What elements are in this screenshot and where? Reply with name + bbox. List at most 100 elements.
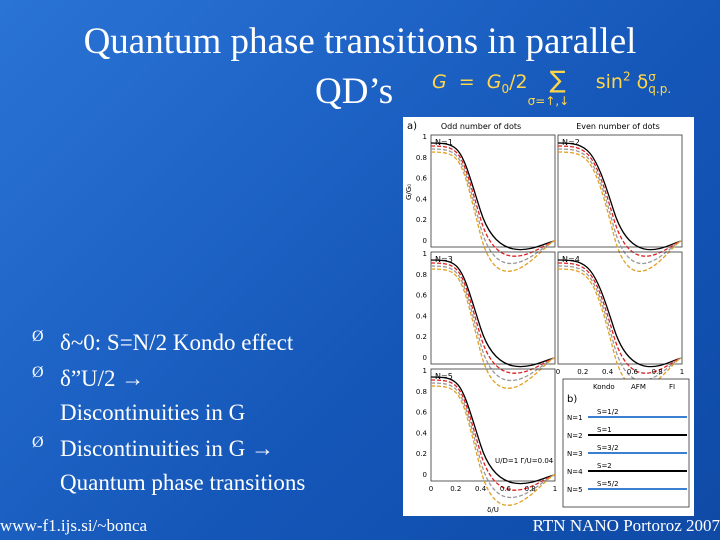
bullet-body: δ~0: S=N/2 Kondo effect — [60, 326, 293, 360]
curve — [557, 268, 683, 389]
x-tick-label: 0.2 — [577, 368, 588, 376]
curve — [557, 142, 683, 251]
formula-part: σ — [648, 69, 656, 84]
curve — [430, 262, 556, 374]
panel-frame — [430, 251, 556, 365]
bullet-line: δ~0: S=N/2 Kondo effect — [60, 330, 294, 355]
y-tick-label: 1 — [423, 367, 427, 375]
curve — [557, 259, 683, 368]
table-row: N=2 — [567, 432, 583, 440]
panel-frame — [557, 134, 683, 248]
title: QD’s — [315, 71, 394, 112]
x-tick-label: 0.4 — [475, 485, 487, 493]
curve — [430, 148, 556, 265]
column-title: Odd number of dots — [441, 122, 521, 131]
formula-part: sin — [595, 71, 623, 93]
bullet-line: Quantum phase transitions — [60, 470, 306, 495]
bullet-marker: Ø — [32, 328, 44, 345]
spin-label: S=1 — [597, 426, 612, 434]
y-tick-label: 0.8 — [416, 154, 427, 162]
y-tick-label: 0 — [423, 471, 427, 479]
bullet: Ø Discontinuities in G → Quantum phase tra… — [32, 432, 305, 500]
table-header: AFM — [631, 383, 646, 391]
y-tick-label: 0.4 — [416, 312, 428, 320]
spin-label: S=3/2 — [597, 444, 619, 452]
curve — [430, 145, 556, 257]
curve — [557, 145, 683, 257]
formula-part: /2 — [509, 71, 528, 93]
axis-label: δ/U — [487, 506, 499, 514]
panel-name: N=4 — [562, 255, 580, 264]
formula-part: σ=↑,↓ — [527, 94, 570, 108]
y-tick-label: 0.2 — [416, 333, 427, 341]
title: Quantum phase transitions in parallel — [83, 21, 637, 62]
y-tick-label: 0.6 — [416, 409, 428, 417]
spin-label: S=1/2 — [597, 408, 619, 416]
table-header: Kondo — [593, 383, 615, 391]
x-tick-label: 0 — [429, 485, 433, 493]
y-tick-label: 0.6 — [416, 175, 428, 183]
bullet-body: δ”U/2 → Discontinuities in G — [60, 362, 245, 430]
y-tick-label: 0 — [423, 237, 427, 245]
panel-name: N=1 — [435, 138, 453, 147]
x-tick-label: 0.8 — [525, 485, 536, 493]
curve — [557, 151, 683, 272]
formula: G = G0/2 ∑ σ=↑,↓ sin2 δ σ q.p. — [432, 66, 671, 108]
table-frame — [562, 378, 690, 508]
x-tick-label: 0.4 — [602, 368, 614, 376]
curve — [430, 259, 556, 368]
footer-left: www-f1.ijs.si/~bonca — [0, 516, 148, 535]
bullet-line: Discontinuities in G — [60, 400, 246, 425]
curve — [557, 265, 683, 382]
spin-label: S=5/2 — [597, 480, 619, 488]
panel-label: b) — [567, 394, 577, 405]
curve — [430, 142, 556, 251]
figure: a) Odd number of dots Even number of dots N… — [403, 117, 694, 516]
curve — [430, 151, 556, 272]
y-tick-label: 0.8 — [416, 388, 427, 396]
bullet-body: Discontinuities in G → Quantum phase tran… — [60, 432, 305, 500]
x-tick-label: 0.2 — [450, 485, 461, 493]
y-tick-label: 0.4 — [416, 429, 428, 437]
panel-name: N=5 — [435, 372, 453, 381]
formula-part: = — [458, 71, 475, 93]
table-row: N=3 — [567, 450, 583, 458]
x-tick-label: 0.6 — [500, 485, 512, 493]
formula-part: δ — [636, 71, 649, 93]
x-tick-label: 1 — [680, 368, 684, 376]
panel-name: N=2 — [562, 138, 580, 147]
axis-label: G/G₀ — [405, 184, 413, 200]
panel-name: N=3 — [435, 255, 453, 264]
formula-part: ∑ — [549, 66, 566, 94]
curve — [430, 376, 556, 485]
curve — [557, 262, 683, 374]
x-tick-label: 0 — [556, 368, 560, 376]
table-row: N=4 — [567, 468, 583, 476]
formula-part: G — [486, 71, 502, 93]
panel-frame — [430, 368, 556, 482]
curve — [430, 268, 556, 389]
x-tick-label: 0.6 — [627, 368, 639, 376]
y-tick-label: 0.4 — [416, 195, 428, 203]
formula-part: G — [432, 71, 447, 93]
table-row: N=5 — [567, 486, 583, 494]
spin-label: S=2 — [597, 462, 612, 470]
bullet-line: Discontinuities in G → — [60, 436, 275, 461]
y-tick-label: 1 — [423, 133, 427, 141]
panel-label: a) — [407, 121, 417, 132]
annotation: U/D=1 Γ/U=0.04 — [495, 457, 554, 465]
bullet-line: δ”U/2 → — [60, 366, 145, 391]
y-tick-label: 0.6 — [416, 292, 428, 300]
bullet-marker: Ø — [32, 434, 44, 451]
y-tick-label: 1 — [423, 250, 427, 258]
panel-frame — [430, 134, 556, 248]
x-tick-label: 1 — [553, 485, 557, 493]
curve — [430, 385, 556, 506]
footer-right: RTN NANO Portoroz 2007 — [532, 516, 720, 535]
curve — [430, 379, 556, 491]
y-tick-label: 0.2 — [416, 216, 427, 224]
